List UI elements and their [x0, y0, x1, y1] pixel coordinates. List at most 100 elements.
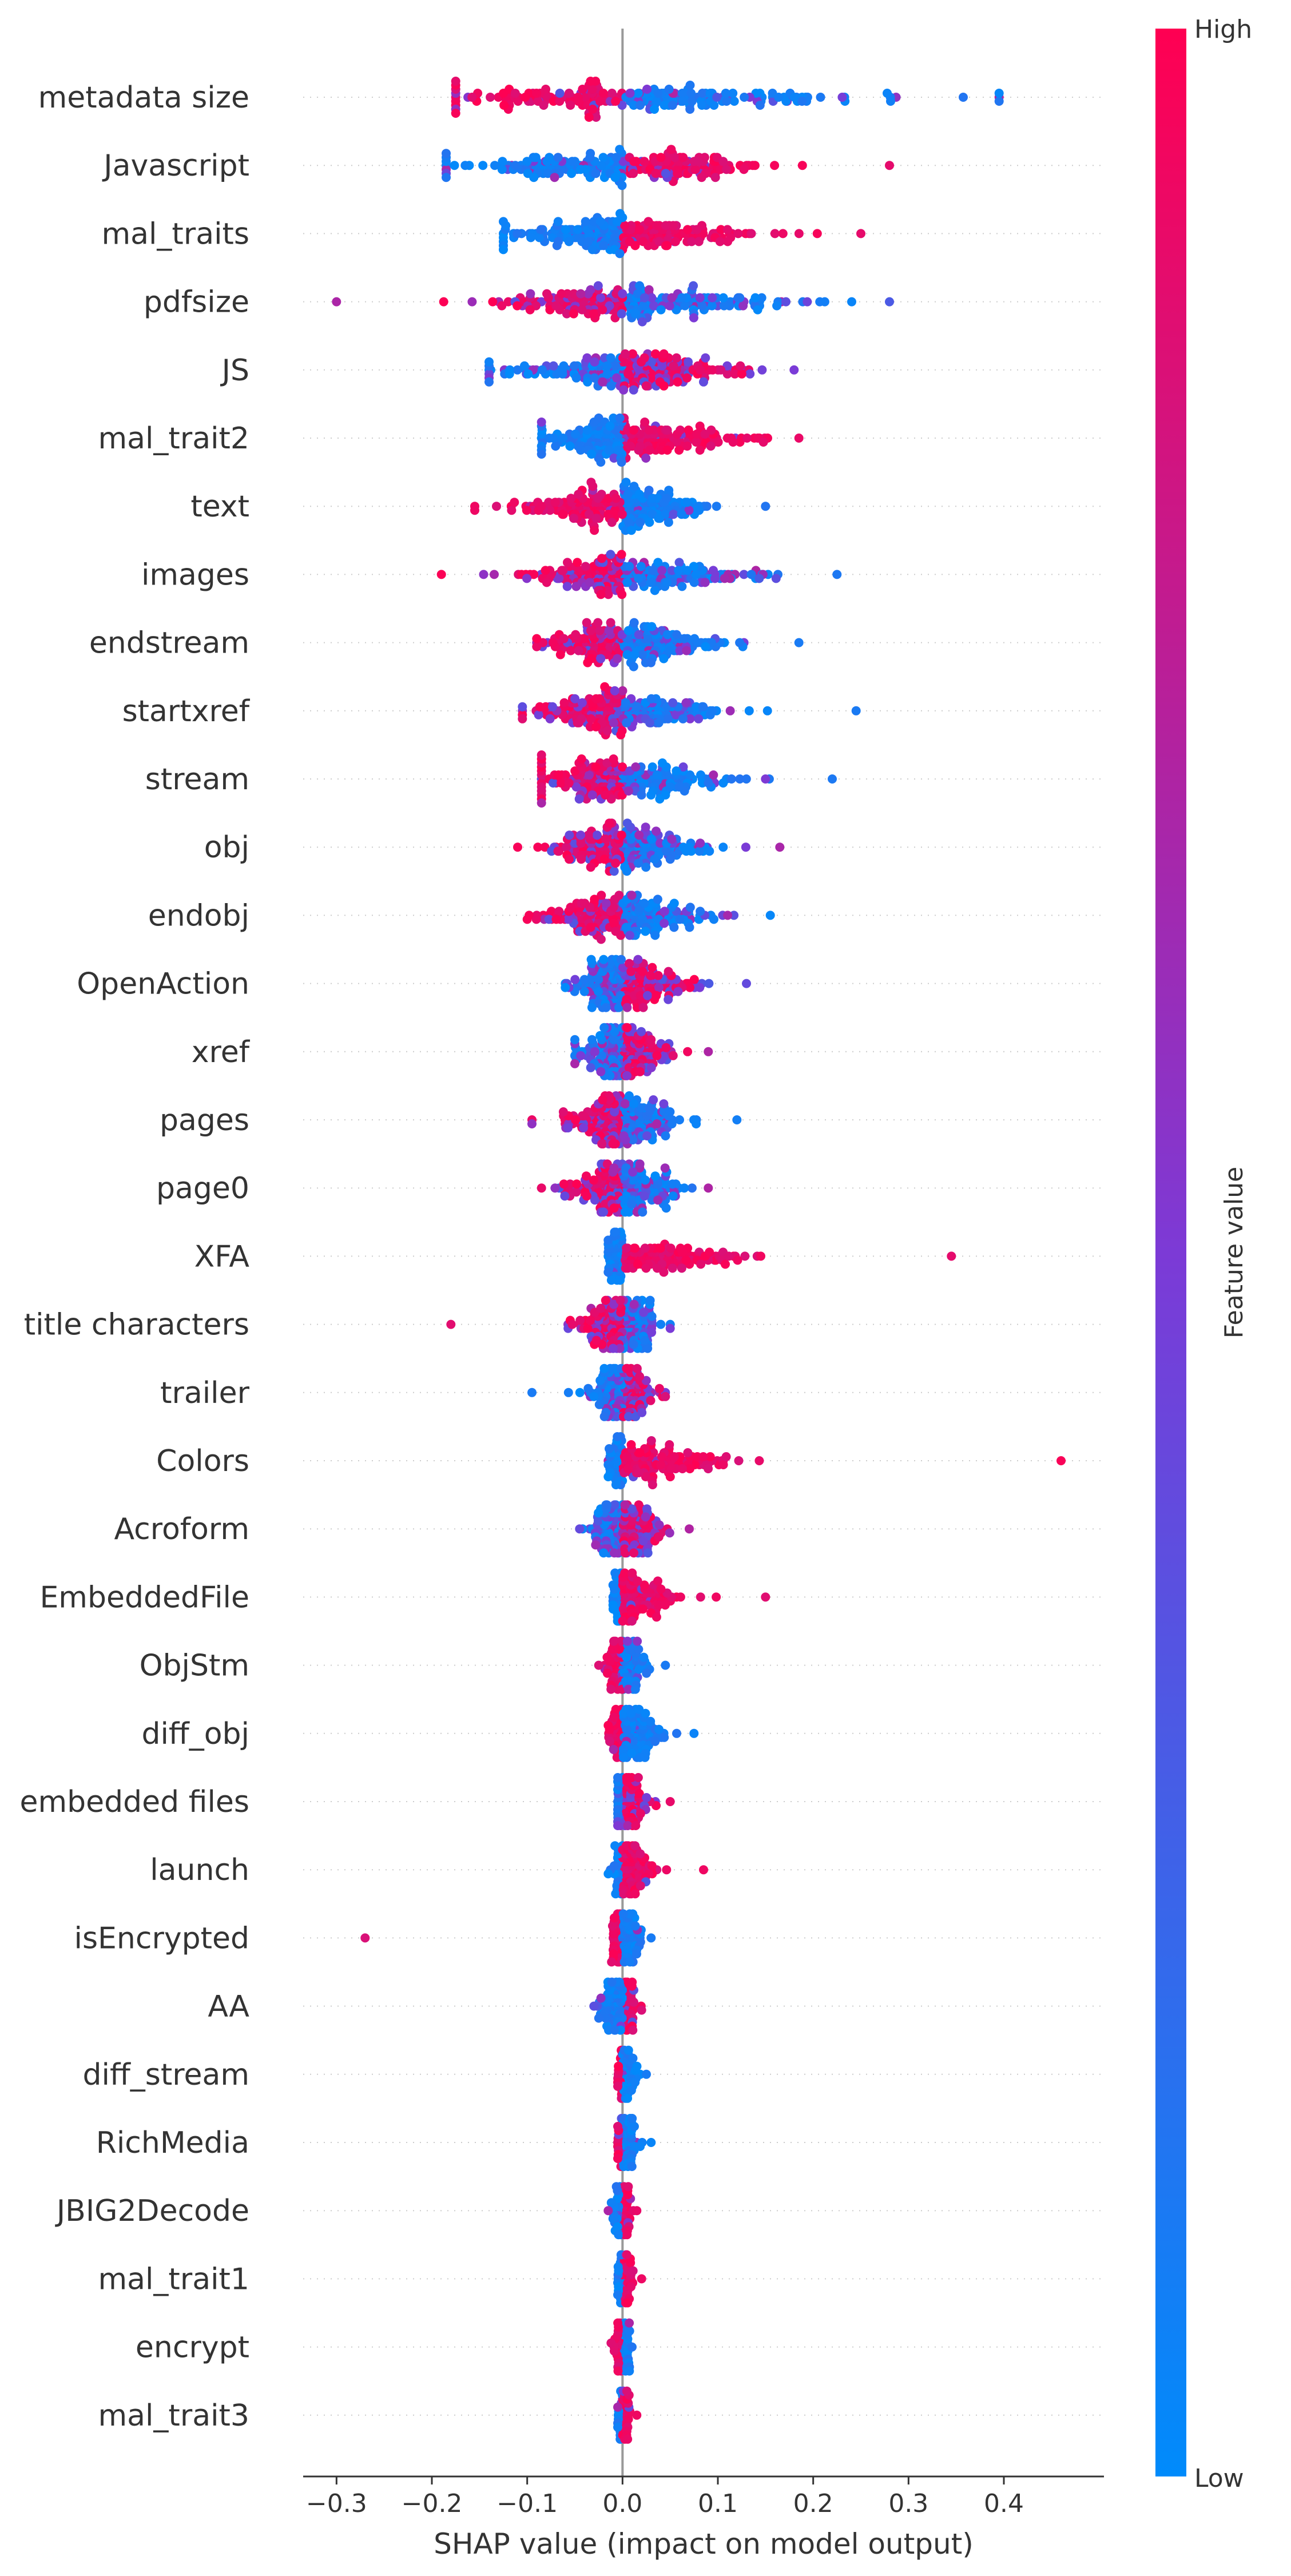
shap-point	[583, 377, 593, 387]
shap-point	[721, 1452, 731, 1461]
shap-point	[586, 285, 595, 295]
shap-point	[545, 506, 555, 515]
shap-point	[685, 105, 695, 114]
shap-point	[638, 967, 648, 976]
shap-point	[649, 1095, 658, 1104]
shap-point	[704, 979, 714, 988]
shap-point	[451, 77, 460, 86]
shap-point	[566, 101, 575, 110]
shap-point	[634, 574, 643, 583]
shap-point	[610, 173, 620, 182]
feature-points	[575, 1500, 694, 1558]
shap-point	[706, 442, 716, 451]
shap-point	[781, 297, 791, 307]
shap-point	[606, 1275, 616, 1285]
shap-point	[511, 161, 520, 170]
shap-point	[565, 442, 575, 451]
shap-point	[602, 726, 612, 736]
shap-point	[678, 1464, 688, 1473]
shap-point	[571, 582, 581, 591]
shap-point	[648, 494, 657, 503]
shap-point	[698, 702, 708, 711]
shap-point	[625, 237, 634, 247]
shap-point	[586, 1063, 595, 1072]
shap-point	[620, 1500, 630, 1510]
shap-point	[467, 297, 477, 307]
shap-point	[644, 1103, 654, 1112]
shap-point	[596, 654, 606, 663]
shap-point	[589, 217, 599, 226]
shap-point	[665, 1323, 675, 1333]
shap-point	[637, 317, 647, 327]
shap-point	[490, 161, 499, 170]
feature-points	[518, 682, 861, 740]
shap-point	[591, 169, 601, 178]
shap-point	[436, 570, 446, 579]
shap-point	[718, 778, 728, 788]
shap-point	[681, 846, 691, 856]
shap-point	[680, 1183, 689, 1193]
shap-point	[588, 105, 597, 114]
shap-point	[609, 1203, 619, 1213]
shap-point	[594, 1400, 604, 1409]
shap-point	[553, 153, 563, 162]
shap-point	[579, 1123, 589, 1132]
shap-point	[629, 426, 638, 435]
shap-point	[654, 237, 664, 247]
shap-point	[479, 570, 488, 579]
shap-point	[621, 478, 631, 487]
beeswarm-points	[332, 77, 1066, 2444]
shap-point	[699, 377, 708, 387]
shap-point	[735, 774, 745, 784]
shap-point	[596, 458, 606, 467]
shap-point	[756, 1251, 765, 1261]
shap-point	[661, 1043, 671, 1052]
shap-point	[629, 618, 639, 627]
shap-point	[722, 165, 731, 174]
shap-point	[584, 510, 594, 519]
shap-point	[589, 418, 599, 427]
shap-point	[597, 161, 606, 170]
shap-point	[687, 237, 697, 247]
shap-point	[797, 97, 807, 106]
shap-point	[499, 217, 508, 226]
shap-point	[669, 923, 679, 932]
shap-point	[633, 289, 642, 299]
shap-point	[629, 1548, 638, 1558]
shap-point	[585, 1315, 595, 1325]
shap-point	[694, 714, 704, 723]
shap-point	[439, 297, 448, 307]
shap-point	[626, 526, 636, 535]
shap-point	[692, 438, 701, 447]
shap-point	[856, 229, 865, 238]
shap-point	[576, 830, 586, 840]
shap-point	[740, 93, 749, 102]
shap-point	[651, 169, 661, 178]
shap-point	[609, 919, 619, 928]
shap-point	[646, 1063, 656, 1072]
shap-point	[505, 369, 514, 379]
shap-point	[624, 518, 634, 527]
shap-point	[683, 1448, 693, 1457]
shap-point	[593, 618, 603, 627]
shap-point	[689, 281, 698, 291]
shap-point	[654, 1520, 664, 1530]
shap-point	[541, 566, 550, 575]
shap-point	[659, 654, 669, 663]
shap-point	[563, 915, 573, 924]
shap-point	[617, 510, 627, 519]
shap-point	[595, 97, 605, 106]
shap-point	[685, 903, 695, 912]
shap-point	[650, 105, 659, 114]
shap-point	[700, 578, 710, 587]
feature-points	[451, 77, 1004, 122]
shap-point	[564, 89, 574, 98]
shap-point	[574, 646, 583, 655]
shap-point	[522, 506, 531, 515]
shap-point	[626, 442, 635, 451]
shap-point	[665, 301, 674, 311]
shap-point	[812, 229, 822, 238]
shap-point	[634, 1468, 643, 1477]
shap-point	[577, 854, 586, 864]
shap-point	[590, 1047, 599, 1056]
